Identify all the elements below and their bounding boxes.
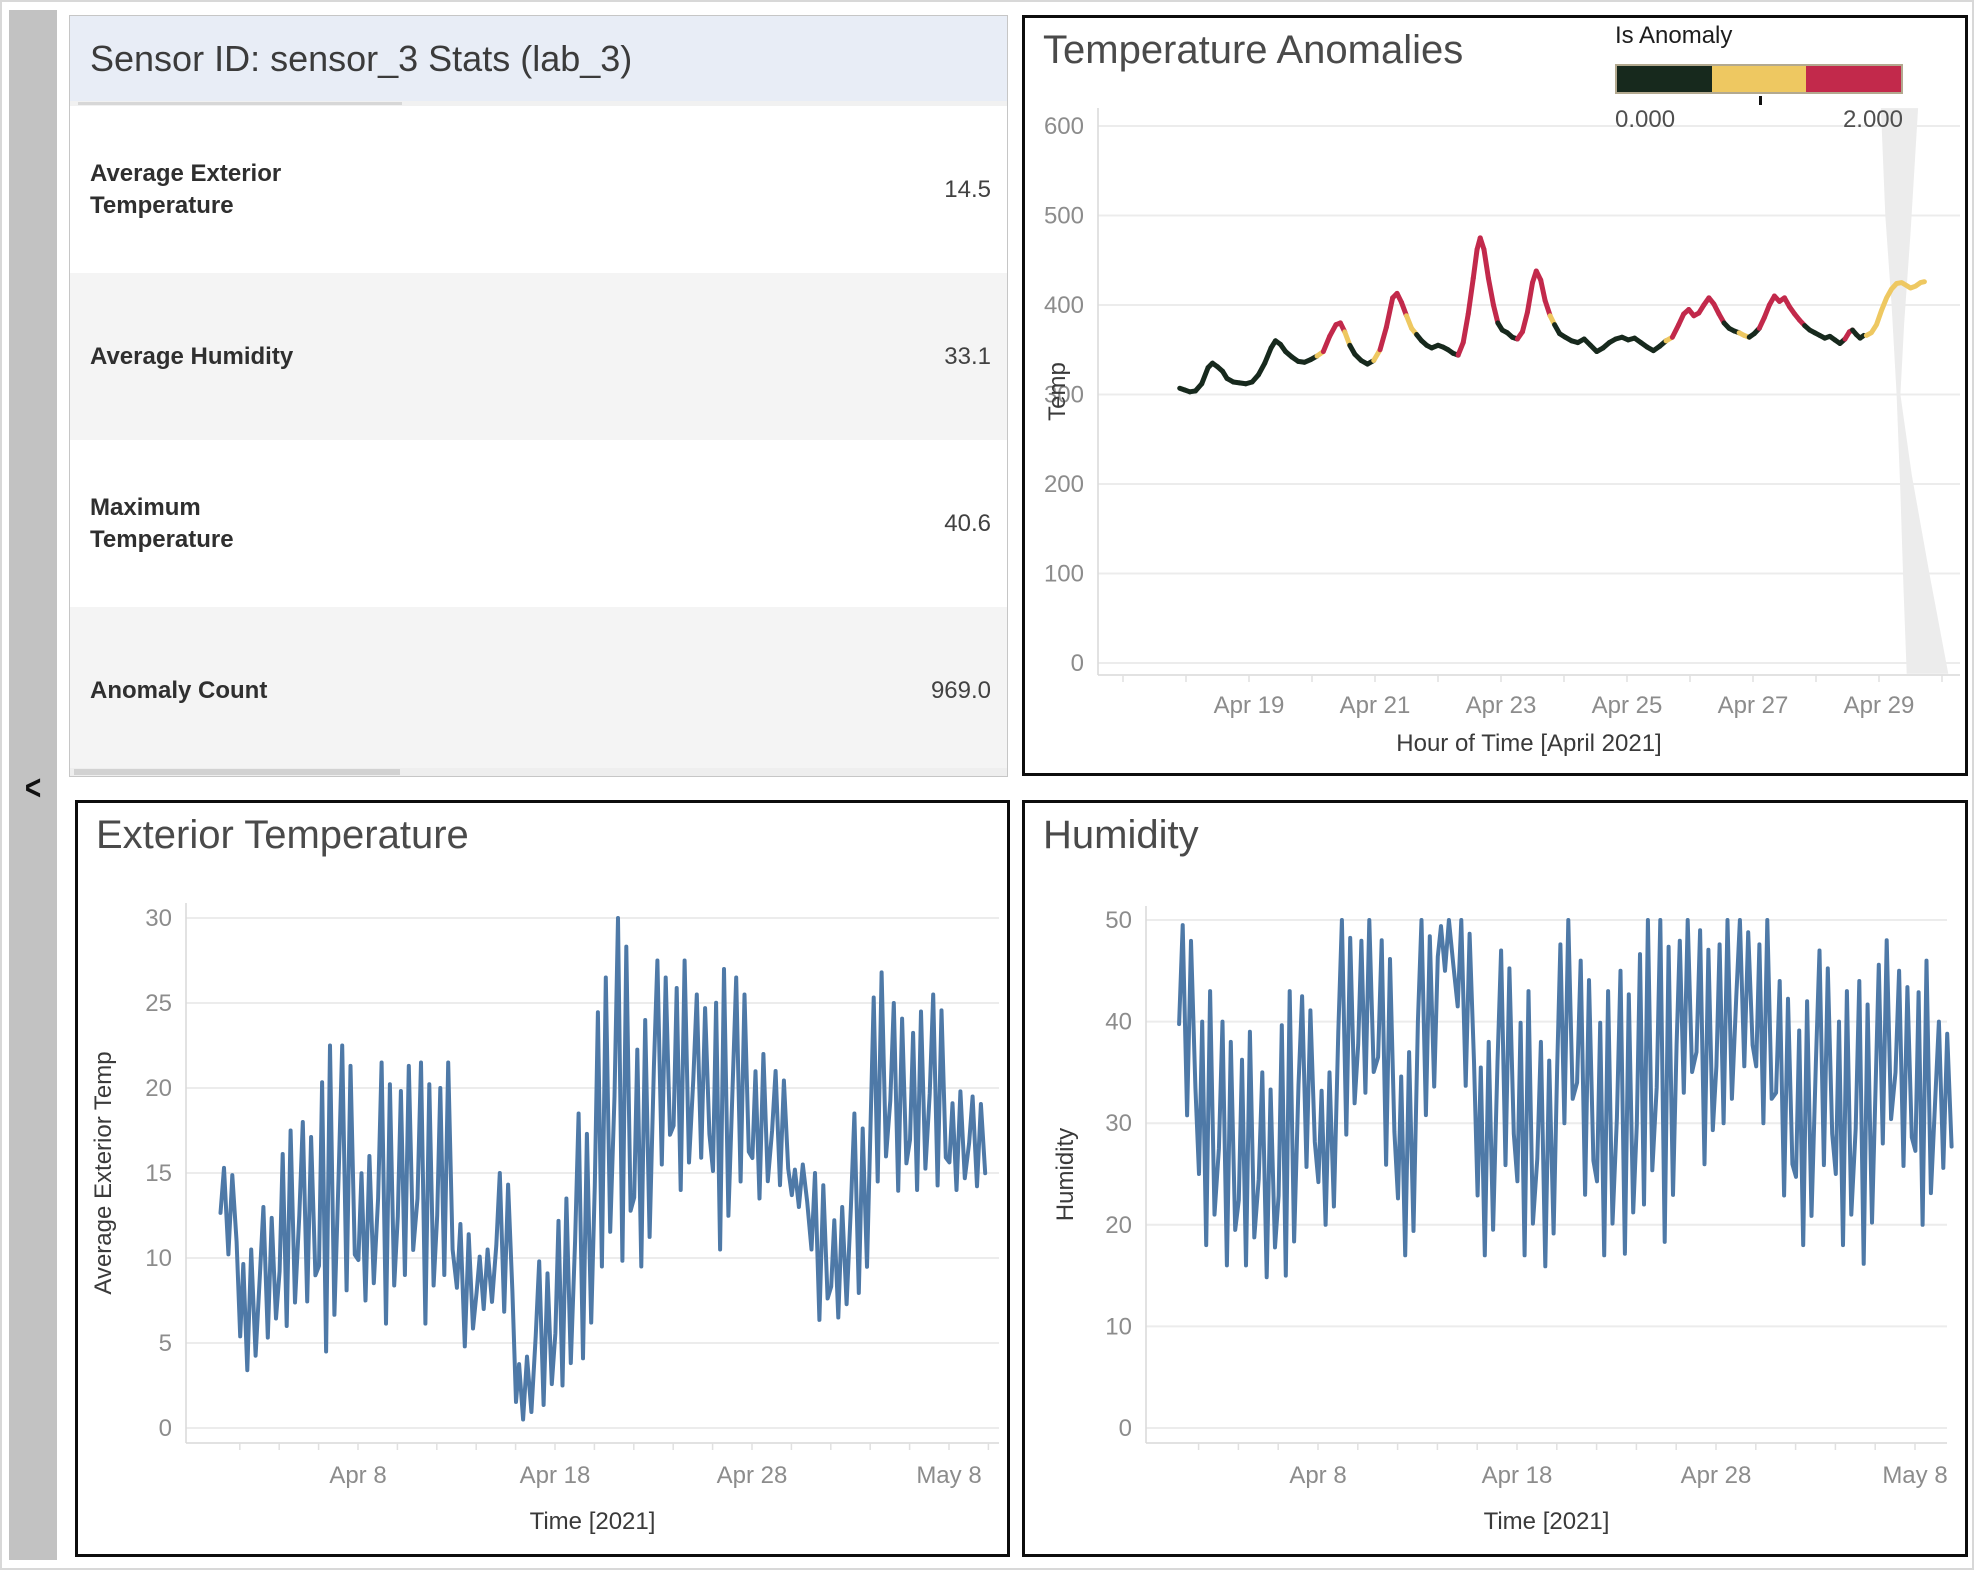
- table-row: Average Exterior Temperature 14.5: [70, 106, 1007, 273]
- svg-text:0: 0: [159, 1415, 172, 1442]
- legend-segment-normal: [1617, 66, 1712, 92]
- svg-text:Apr 27: Apr 27: [1718, 692, 1789, 719]
- svg-text:Apr 23: Apr 23: [1466, 692, 1537, 719]
- svg-text:Apr 8: Apr 8: [1289, 1462, 1346, 1489]
- exterior-temperature-title: Exterior Temperature: [96, 813, 469, 857]
- svg-text:50: 50: [1105, 907, 1132, 934]
- stat-label: Average Humidity: [90, 342, 294, 370]
- stats-panel: Sensor ID: sensor_3 Stats (lab_3) Averag…: [69, 15, 1008, 777]
- svg-text:30: 30: [1105, 1110, 1132, 1137]
- svg-text:0: 0: [1119, 1415, 1132, 1442]
- exterior-temperature-chart[interactable]: 0 5 10 15 20 25 30 Apr 8 Apr 18 Apr 28 May 8 Time […: [78, 803, 1007, 1554]
- legend-segment-warning: [1711, 66, 1807, 92]
- collapse-sidebar-button[interactable]: <: [24, 768, 42, 807]
- svg-text:5: 5: [159, 1330, 172, 1357]
- stat-label: Anomaly Count: [90, 676, 268, 704]
- svg-text:Apr 29: Apr 29: [1844, 692, 1915, 719]
- table-row: Maximum Temperature 40.6: [70, 440, 1007, 607]
- svg-text:Apr 18: Apr 18: [520, 1462, 591, 1489]
- svg-text:300: 300: [1044, 382, 1084, 409]
- svg-text:Apr 28: Apr 28: [1681, 1462, 1752, 1489]
- svg-text:Apr 18: Apr 18: [1482, 1462, 1553, 1489]
- stat-label: Average Exterior Temperature: [90, 159, 282, 219]
- svg-text:May 8: May 8: [916, 1462, 981, 1489]
- table-row: Average Humidity 33.1: [70, 273, 1007, 440]
- svg-text:40: 40: [1105, 1009, 1132, 1036]
- svg-text:15: 15: [145, 1160, 172, 1187]
- temperature-anomalies-panel: Temperature Anomalies Is Anomaly 0.000 2…: [1022, 15, 1968, 776]
- exterior-temperature-panel: Exterior Temperature 0 5 10 15 20 25 30 Apr 8 Ap…: [75, 800, 1010, 1557]
- svg-text:100: 100: [1044, 561, 1084, 588]
- svg-text:25: 25: [145, 990, 172, 1017]
- temperature-anomalies-chart[interactable]: 0 100 200 300 400 500 600 Apr 19 Apr 21 Apr 23 Apr…: [1025, 18, 1965, 773]
- svg-text:10: 10: [145, 1245, 172, 1272]
- stat-value: 969.0: [930, 676, 991, 704]
- svg-text:30: 30: [145, 905, 172, 932]
- stats-top-scrollbar[interactable]: [70, 101, 1007, 106]
- svg-text:10: 10: [1105, 1313, 1132, 1340]
- svg-text:Apr 28: Apr 28: [717, 1462, 788, 1489]
- svg-text:Apr 21: Apr 21: [1340, 692, 1411, 719]
- svg-text:Apr 8: Apr 8: [329, 1462, 386, 1489]
- humidity-title: Humidity: [1043, 813, 1199, 857]
- anomaly-color-legend[interactable]: Is Anomaly 0.000 2.000: [1615, 22, 1915, 134]
- svg-text:200: 200: [1044, 471, 1084, 498]
- humidity-panel: Humidity 0 10 20 30 40 50 Apr 8 Apr 18 Apr 28 May…: [1022, 800, 1968, 1557]
- stat-value: 33.1: [944, 342, 991, 370]
- table-row: Anomaly Count 969.0: [70, 607, 1007, 774]
- legend-color-bar: [1615, 64, 1903, 105]
- temperature-anomalies-title: Temperature Anomalies: [1043, 28, 1464, 72]
- stat-value: 14.5: [944, 175, 991, 203]
- legend-max-value: 2.000: [1842, 106, 1903, 133]
- svg-text:May 8: May 8: [1882, 1462, 1947, 1489]
- sidebar-collapse-rail[interactable]: <: [9, 10, 57, 1560]
- stat-label: Maximum Temperature: [90, 493, 234, 553]
- legend-midpoint-tick: [1759, 96, 1762, 105]
- svg-text:600: 600: [1044, 113, 1084, 140]
- svg-text:500: 500: [1044, 203, 1084, 230]
- legend-title: Is Anomaly: [1615, 22, 1733, 49]
- svg-text:Average Exterior Temp: Average Exterior Temp: [90, 1051, 117, 1294]
- svg-text:Apr 25: Apr 25: [1592, 692, 1663, 719]
- svg-text:Time [2021]: Time [2021]: [1484, 1508, 1610, 1535]
- stats-panel-title: Sensor ID: sensor_3 Stats (lab_3): [90, 38, 633, 79]
- stat-value: 40.6: [944, 509, 991, 537]
- stats-table: Average Exterior Temperature 14.5 Averag…: [70, 106, 1007, 774]
- svg-text:400: 400: [1044, 292, 1084, 319]
- svg-text:20: 20: [145, 1075, 172, 1102]
- svg-text:Time [2021]: Time [2021]: [530, 1508, 656, 1535]
- stats-bottom-scrollbar[interactable]: [70, 768, 1007, 776]
- svg-text:Apr 19: Apr 19: [1214, 692, 1285, 719]
- legend-min-value: 0.000: [1615, 106, 1676, 133]
- svg-text:Humidity: Humidity: [1052, 1128, 1079, 1221]
- svg-text:20: 20: [1105, 1212, 1132, 1239]
- svg-text:0: 0: [1071, 650, 1084, 677]
- legend-segment-anomaly: [1806, 66, 1902, 92]
- humidity-chart[interactable]: 0 10 20 30 40 50 Apr 8 Apr 18 Apr 28 May 8 Time [2…: [1025, 803, 1965, 1554]
- svg-text:Temp: Temp: [1044, 362, 1071, 421]
- stats-panel-titlebar: Sensor ID: sensor_3 Stats (lab_3): [70, 16, 1007, 101]
- svg-text:Hour of Time [April 2021]: Hour of Time [April 2021]: [1396, 730, 1661, 757]
